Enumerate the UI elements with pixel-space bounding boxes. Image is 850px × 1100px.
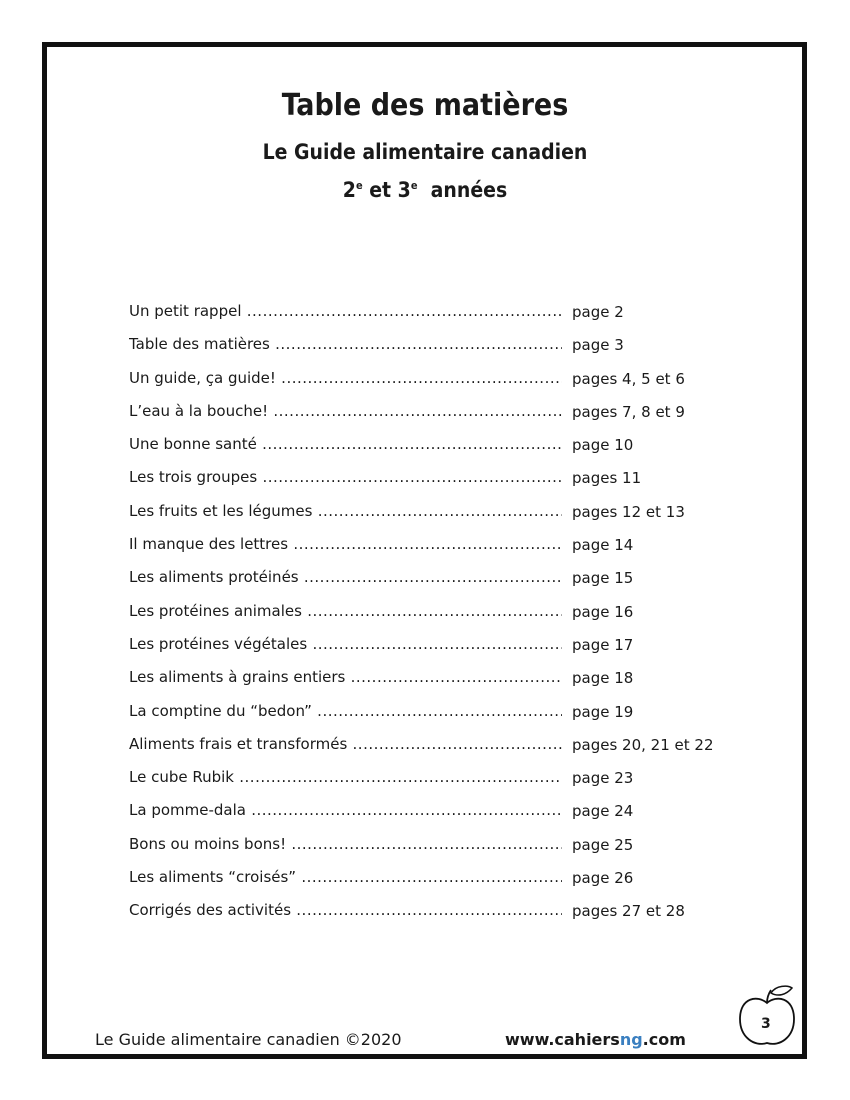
toc-entry: Corrigés des activités pages 27 et 28 (129, 899, 729, 932)
toc-entry-title: Les aliments à grains entiers (129, 666, 562, 688)
toc-entry: Le cube Rubik page 23 (129, 766, 729, 799)
toc-entry-page: pages 7, 8 et 9 (572, 402, 685, 421)
apple-icon (739, 985, 795, 1045)
toc-entry-title: Une bonne santé (129, 433, 562, 455)
toc-entry-title: Le cube Rubik (129, 766, 562, 788)
table-of-contents: Un petit rappel page 2 Table des matières p… (129, 300, 729, 933)
toc-entry-page: page 18 (572, 669, 634, 688)
page-number: 3 (761, 1016, 771, 1032)
toc-entry-title: Les trois groupes (129, 466, 562, 488)
toc-entry-page: page 19 (572, 702, 634, 721)
toc-entry: Les protéines végétales page 17 (129, 633, 729, 666)
grade-level: 2e et 3e années (342, 178, 508, 202)
toc-entry-title: Aliments frais et transformés (129, 733, 562, 755)
toc-entry: La comptine du “bedon” page 19 (129, 700, 729, 733)
toc-entry: Il manque des lettres page 14 (129, 533, 729, 566)
page-border (42, 42, 807, 1059)
toc-entry-page: pages 27 et 28 (572, 902, 685, 921)
toc-entry: Les aliments protéinés page 15 (129, 566, 729, 599)
toc-entry-title: Les aliments protéinés (129, 566, 562, 588)
toc-entry-page: pages 20, 21 et 22 (572, 735, 714, 754)
toc-entry: Les fruits et les légumes pages 12 et 13 (129, 500, 729, 533)
toc-entry: Une bonne santé page 10 (129, 433, 729, 466)
toc-entry-page: page 24 (572, 802, 634, 821)
toc-entry: L’eau à la bouche! pages 7, 8 et 9 (129, 400, 729, 433)
toc-entry-title: Table des matières (129, 333, 562, 355)
toc-entry-page: pages 11 (572, 469, 642, 488)
toc-entry: Les aliments “croisés” page 26 (129, 866, 729, 899)
toc-entry-page: page 23 (572, 769, 634, 788)
toc-entry-page: pages 12 et 13 (572, 502, 685, 521)
toc-entry-page: page 2 (572, 303, 624, 321)
toc-entry-title: Les protéines végétales (129, 633, 562, 655)
toc-entry-page: page 17 (572, 635, 634, 654)
toc-entry-title: Un petit rappel (129, 300, 562, 322)
toc-entry: Bons ou moins bons! page 25 (129, 833, 729, 866)
toc-entry-title: Les fruits et les légumes (129, 500, 562, 522)
toc-entry: Un guide, ça guide! pages 4, 5 et 6 (129, 367, 729, 400)
toc-entry-title: La pomme-dala (129, 799, 562, 821)
toc-entry-page: page 25 (572, 835, 634, 854)
toc-entry: Un petit rappel page 2 (129, 300, 729, 333)
toc-entry: Table des matières page 3 (129, 333, 729, 366)
page-title: Table des matières (281, 88, 569, 123)
toc-entry-title: Les protéines animales (129, 600, 562, 622)
toc-entry-page: page 26 (572, 869, 634, 888)
toc-entry-title: Corrigés des activités (129, 899, 562, 921)
toc-entry-title: Les aliments “croisés” (129, 866, 562, 888)
toc-entry-title: Un guide, ça guide! (129, 367, 562, 389)
toc-entry: Les trois groupes pages 11 (129, 466, 729, 499)
toc-entry-page: page 10 (572, 436, 634, 455)
toc-entry: Les protéines animales page 16 (129, 600, 729, 633)
toc-entry: Les aliments à grains entiers page 18 (129, 666, 729, 699)
toc-entry-page: page 3 (572, 336, 624, 355)
toc-entry-page: pages 4, 5 et 6 (572, 369, 685, 388)
toc-entry: La pomme-dala page 24 (129, 799, 729, 832)
toc-entry-page: page 16 (572, 602, 634, 621)
toc-entry-page: page 15 (572, 569, 634, 588)
toc-entry-title: L’eau à la bouche! (129, 400, 562, 422)
page-subtitle: Le Guide alimentaire canadien (262, 140, 588, 164)
toc-entry-page: page 14 (572, 536, 634, 555)
footer-website[interactable]: www.cahiersng.com (505, 1030, 686, 1049)
toc-entry-title: Il manque des lettres (129, 533, 562, 555)
toc-entry-title: La comptine du “bedon” (129, 700, 562, 722)
toc-entry-title: Bons ou moins bons! (129, 833, 562, 855)
toc-entry: Aliments frais et transformés pages 20, 2… (129, 733, 729, 766)
footer-copyright: Le Guide alimentaire canadien ©2020 (95, 1030, 402, 1049)
